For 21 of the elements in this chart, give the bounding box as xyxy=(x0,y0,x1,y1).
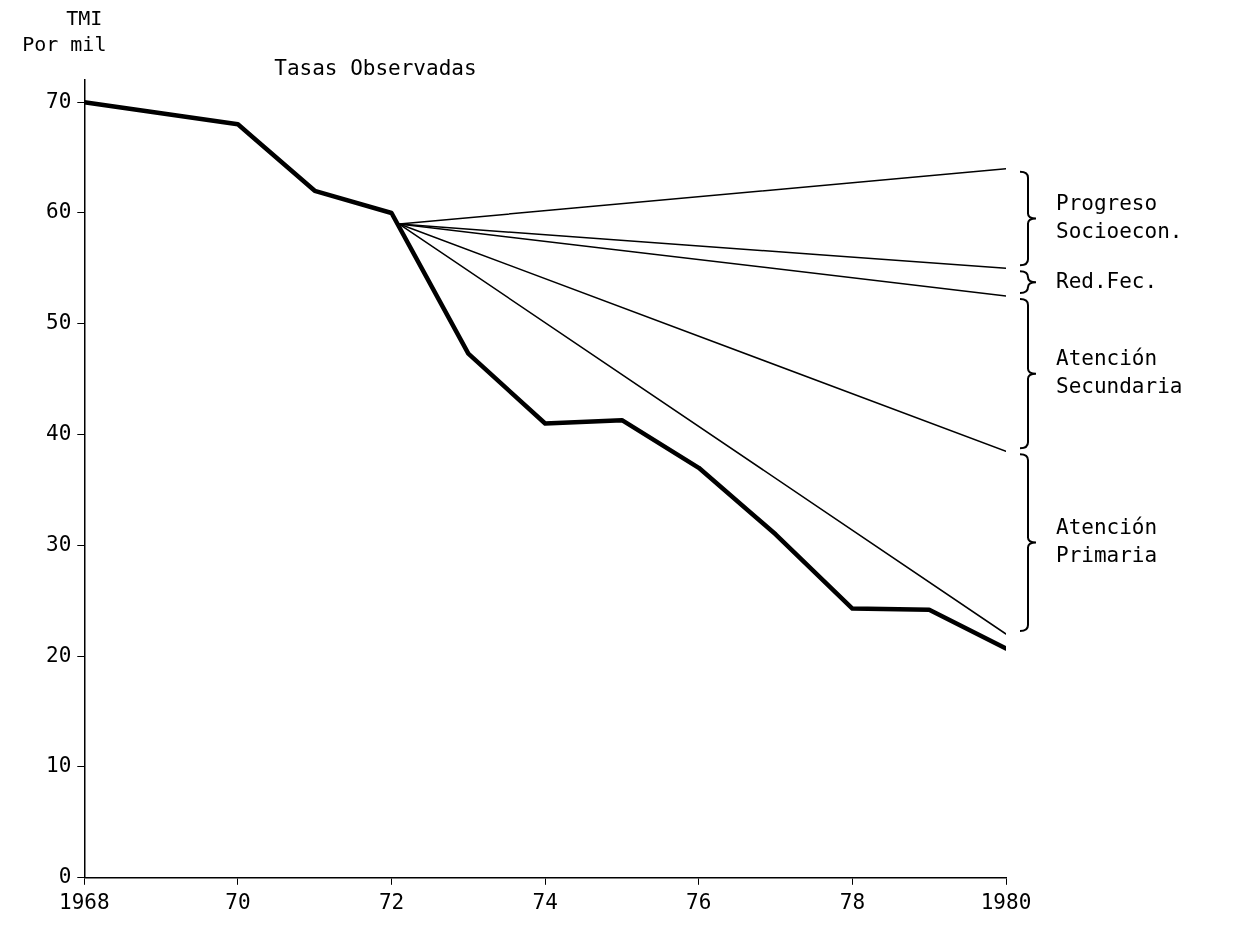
text: Atención Primaria xyxy=(1056,515,1158,568)
y-tick-label: 60 xyxy=(45,199,72,224)
text: Progreso Socioecon. xyxy=(1056,190,1183,243)
annotation: Tasas Observadas xyxy=(274,56,477,81)
y-tick-label: 10 xyxy=(45,753,72,778)
y-tick-label: 0 xyxy=(58,864,72,889)
y-tick-label: 30 xyxy=(45,531,72,556)
x-tick-label: 76 xyxy=(686,889,712,914)
y-tick-label: 70 xyxy=(45,88,72,113)
x-tick-label: 1968 xyxy=(59,889,110,914)
y-tick-label: 20 xyxy=(45,642,72,667)
x-tick-label: 72 xyxy=(378,889,405,914)
y-axis-title: TMI Por mil xyxy=(22,6,107,57)
text: Red.Fec. xyxy=(1056,268,1158,293)
x-tick-label: 78 xyxy=(839,889,866,914)
y-tick-label: 40 xyxy=(45,421,72,446)
x-tick-label: 74 xyxy=(532,889,558,914)
x-tick-label: 70 xyxy=(225,889,251,914)
y-tick-label: 50 xyxy=(45,310,72,335)
x-tick-label: 1980 xyxy=(980,889,1032,914)
text: Atención Secundaria xyxy=(1056,346,1183,399)
